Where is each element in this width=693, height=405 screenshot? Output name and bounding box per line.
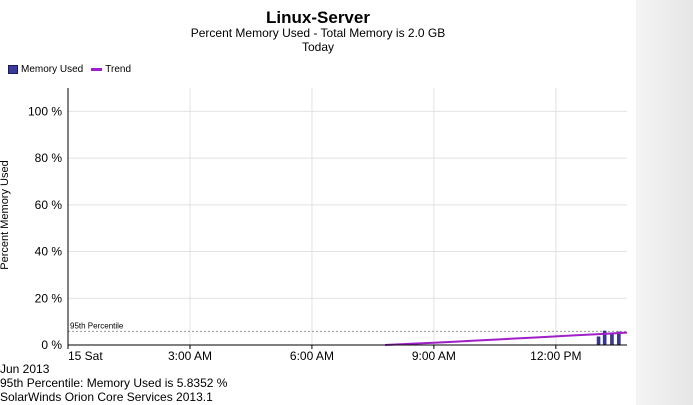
x-tick-label: 9:00 AM xyxy=(412,349,456,363)
right-edge-fade xyxy=(636,0,693,405)
legend-swatch-memory-used xyxy=(8,65,18,74)
legend-label-trend: Trend xyxy=(105,64,132,75)
legend-label-memory-used: Memory Used xyxy=(21,64,84,75)
chart-subtitle: Percent Memory Used - Total Memory is 2.… xyxy=(190,26,446,40)
y-tick-label: 20 % xyxy=(35,291,63,305)
y-tick-label: 80 % xyxy=(35,151,63,165)
chart-legend: Memory Used Trend xyxy=(8,64,139,75)
x-tick-label: 6:00 AM xyxy=(290,349,334,363)
x-tick-label: 12:00 PM xyxy=(530,349,581,363)
footer-credits: SolarWinds Orion Core Services 2013.1 xyxy=(0,390,213,404)
y-tick-label: 100 % xyxy=(28,104,62,118)
x-tick-label: 3:00 AM xyxy=(168,349,212,363)
footer-percentile-text: 95th Percentile: Memory Used is 5.8352 % xyxy=(0,376,228,390)
memory-used-bar xyxy=(610,333,614,346)
memory-chart: 0 % 20 % 40 % 60 % 80 % 100 % 15 Sat 3:00 AM 6:0… xyxy=(28,88,628,363)
chart-title: Linux-Server xyxy=(266,8,370,27)
y-tick-label: 0 % xyxy=(41,338,62,352)
chart-period: Today xyxy=(301,40,335,54)
x-tick-label: 15 Sat xyxy=(68,349,103,363)
percentile-label: 95th Percentile xyxy=(70,321,124,330)
y-tick-label: 40 % xyxy=(35,245,63,259)
trend-line xyxy=(385,331,628,346)
footer-month: Jun 2013 xyxy=(0,362,50,376)
memory-used-bar xyxy=(596,336,601,346)
y-tick-label: 60 % xyxy=(35,198,63,212)
plot-area xyxy=(68,88,627,345)
legend-swatch-trend xyxy=(91,68,103,71)
legend-item-trend: Trend xyxy=(91,64,131,75)
legend-item-memory-used: Memory Used xyxy=(8,64,83,75)
